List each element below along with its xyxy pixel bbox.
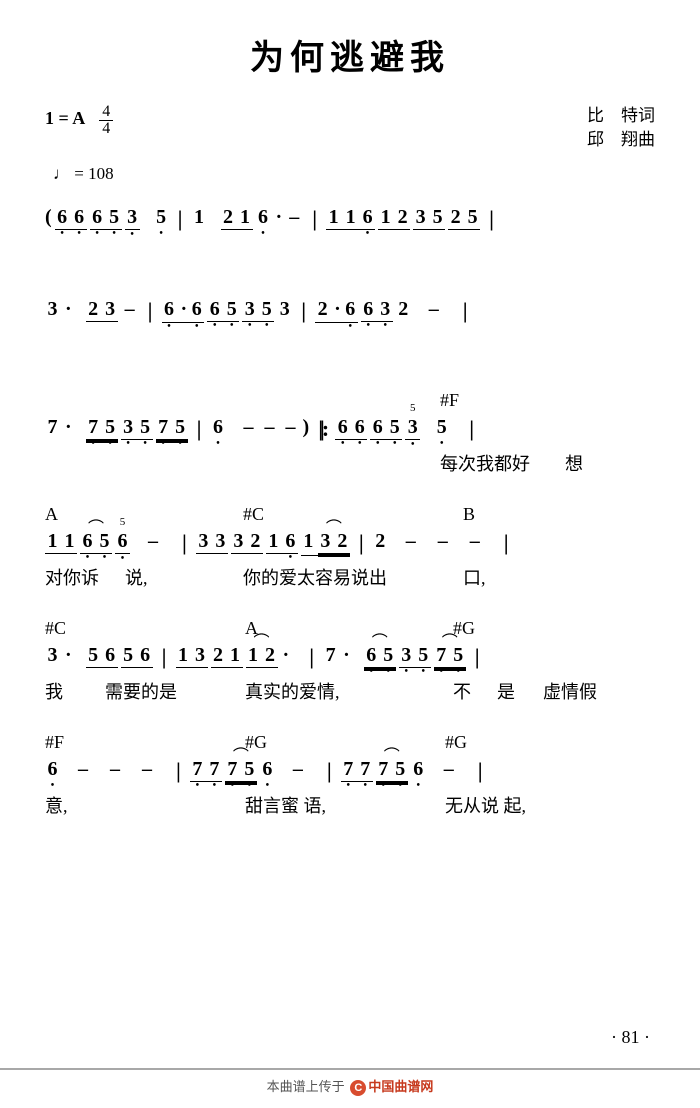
lyric-text: 不 (453, 678, 471, 704)
lyric-text: 无从说 起, (445, 792, 526, 818)
lyric-text: 每次我都好 (440, 450, 530, 476)
chord-line: #CA#G (45, 618, 655, 640)
score-body: ( 66 653 5 | 1 216· – | 116 12 35 25 | 3·… (45, 206, 655, 816)
notation-line: 3· 23 – | 6·6 65353 | 2·6 632 – | (45, 298, 655, 324)
lyric-text: 想 (565, 450, 583, 476)
chord-label: B (463, 504, 475, 525)
lyric-text: 甜言蜜 语, (245, 792, 326, 818)
chord-line: #F#G#G (45, 732, 655, 754)
chord-label: #C (243, 504, 264, 525)
footer-prefix: 本曲谱上传于 (267, 1079, 345, 1094)
site-name: 中国曲谱网 (368, 1079, 433, 1094)
lyric-text: 真实的爱情, (245, 678, 340, 704)
lyric-text: 需要的是 (105, 678, 177, 704)
tempo: ♩ = 108 (53, 164, 655, 184)
chord-label: #F (45, 732, 64, 753)
header-row: 1 = A 4 4 比 特词 邱 翔曲 (45, 104, 655, 152)
chord-line: #F (45, 390, 655, 412)
lyric-text: 你的爱太容易说出 (243, 564, 387, 590)
score-line: 3· 23 – | 6·6 65353 | 2·6 632 – | (45, 298, 655, 362)
notation-line: ( 66 653 5 | 1 216· – | 116 12 35 25 | (45, 206, 655, 232)
lyric-text: 对你诉 (45, 564, 99, 590)
lyric-line: 对你诉说, 你的爱太容易说出 口, (45, 564, 655, 588)
lyric-text: 我 (45, 678, 63, 704)
notation-line: 11 656 – | 33 3216 132 | 2 – – – | (45, 530, 655, 556)
score-line: #CA#G 3· 5656 | 132112· | 7· 65 35 75 | 我 需… (45, 618, 655, 702)
page-number: · 81 · (611, 1027, 650, 1048)
score-title: 为何逃避我 (45, 30, 655, 79)
time-signature: 4 4 (99, 104, 113, 137)
lyricist: 比 特词 (587, 104, 655, 128)
site-logo-icon: C (350, 1080, 366, 1096)
lyric-text: 说, (125, 564, 148, 590)
key-time: 1 = A 4 4 (45, 104, 113, 137)
chord-label: #F (440, 390, 459, 411)
lyric-line: 每次我都好 想 (45, 450, 655, 474)
credits: 比 特词 邱 翔曲 (587, 104, 655, 152)
chord-label: #G (445, 732, 467, 753)
notation-line: 3· 5656 | 132112· | 7· 65 35 75 | (45, 644, 655, 670)
lyric-text: 口, (463, 564, 486, 590)
score-line: A #C B 11 656 – | 33 3216 132 | 2 – – – | 对你… (45, 504, 655, 588)
chord-label: A (45, 504, 58, 525)
lyric-line: 意, 甜言蜜 语, 无从说 起, (45, 792, 655, 816)
lyric-text: 虚情假 (543, 678, 597, 704)
notation-line: 7· 75 35 75 | 6 – – – ) ||: 66 653 5 | (45, 416, 655, 442)
composer: 邱 翔曲 (587, 128, 655, 152)
score-line: #F 7· 75 35 75 | 6 – – – ) ||: 66 653 5 |… (45, 390, 655, 474)
lyric-text: 意, (45, 792, 68, 818)
score-line: #F#G#G6 – – – | 77 756 – | 77 756 – |意,甜… (45, 732, 655, 816)
notation-line: 6 – – – | 77 756 – | 77 756 – | (45, 758, 655, 784)
chord-line: A #C B (45, 504, 655, 526)
lyric-line: 我 需要的是 真实的爱情, 不是 虚情假 (45, 678, 655, 702)
score-line: ( 66 653 5 | 1 216· – | 116 12 35 25 | (45, 206, 655, 270)
footer: 本曲谱上传于 C中国曲谱网 (0, 1068, 700, 1096)
key-signature: 1 = A (45, 108, 85, 128)
lyric-text: 是 (497, 678, 515, 704)
chord-label: #C (45, 618, 66, 639)
